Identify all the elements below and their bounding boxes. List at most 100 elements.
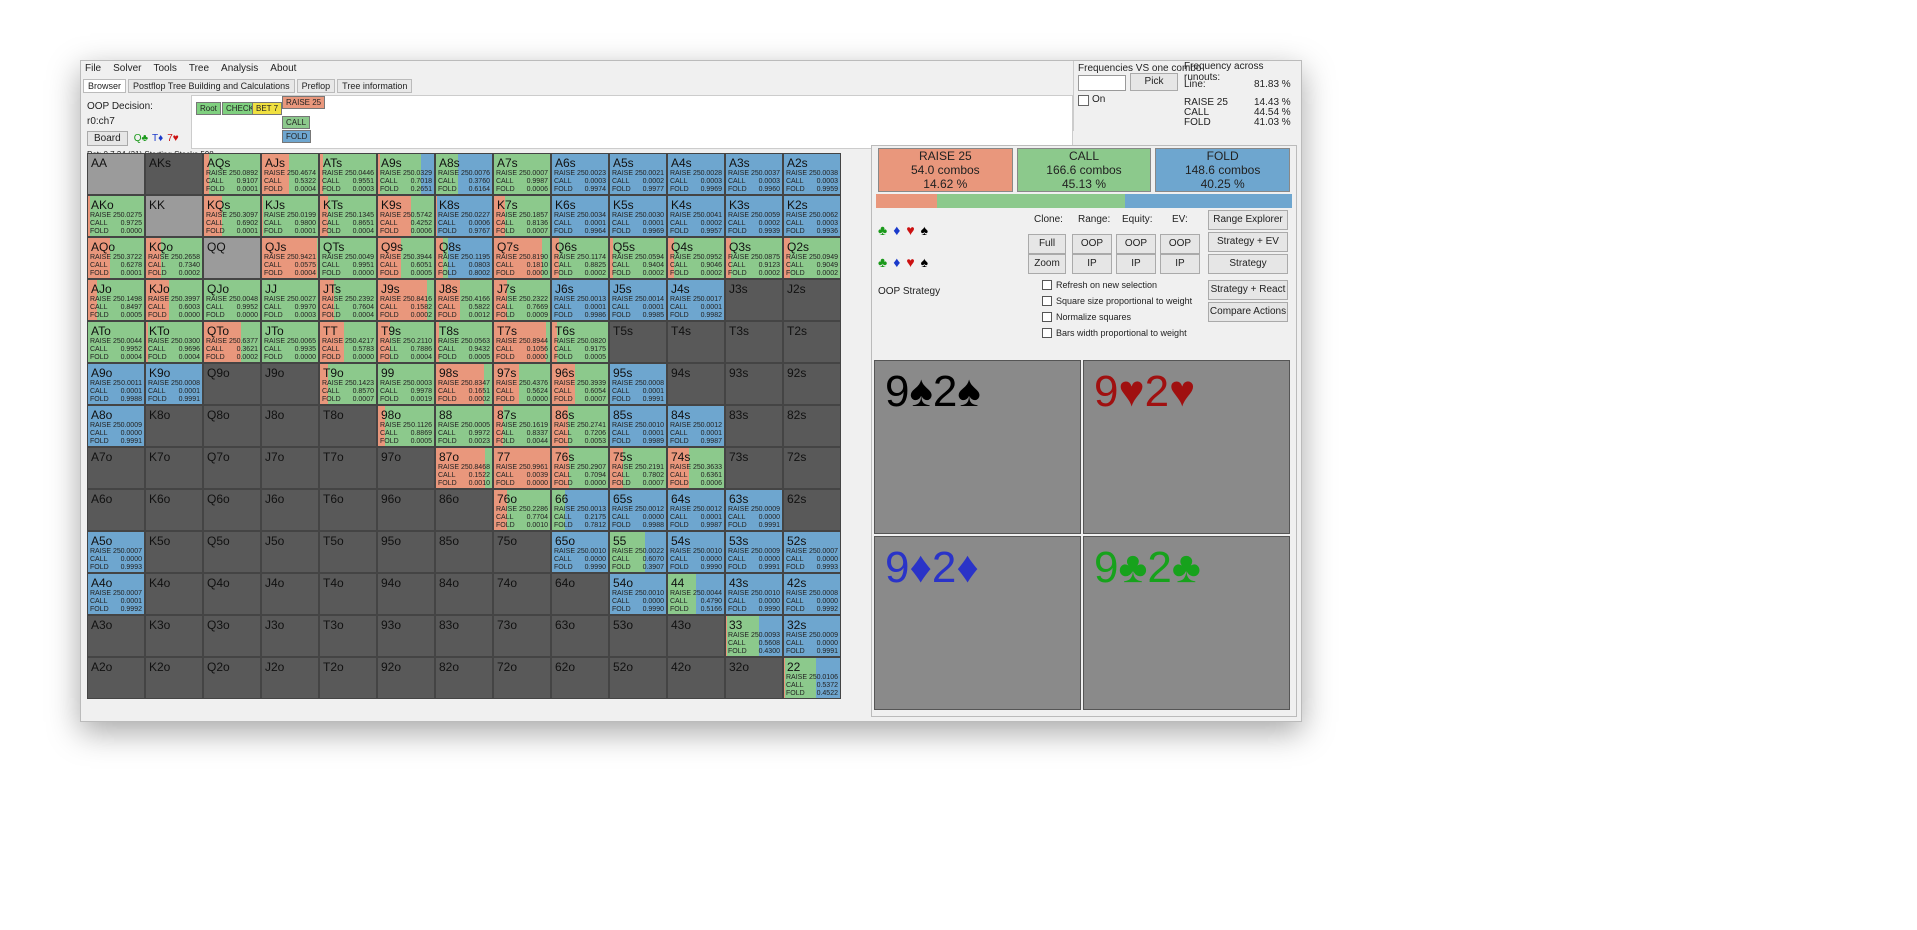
- hand-cell[interactable]: 96o: [377, 489, 435, 531]
- hand-cell[interactable]: RAISE 25 0.0009 CALL 0.0000 FOLD 0.9991 A8o: [87, 405, 145, 447]
- hand-cell[interactable]: 62o: [551, 657, 609, 699]
- hand-cell[interactable]: RAISE 25 0.0011 CALL 0.0001 FOLD 0.9988 A9o: [87, 363, 145, 405]
- hand-cell[interactable]: 63o: [551, 615, 609, 657]
- hand-cell[interactable]: A2o: [87, 657, 145, 699]
- hand-cell[interactable]: J3s: [725, 279, 783, 321]
- hand-cell[interactable]: RAISE 25 0.0010 CALL 0.0000 FOLD 0.9990 65o: [551, 531, 609, 573]
- hand-cell[interactable]: RAISE 25 0.0007 CALL 0.0000 FOLD 0.9993 A5o: [87, 531, 145, 573]
- hand-cell[interactable]: RAISE 25 0.0227 CALL 0.0006 FOLD 0.9767 K8s: [435, 195, 493, 237]
- tab[interactable]: Tree information: [337, 79, 413, 93]
- hand-cell[interactable]: RAISE 25 0.0007 CALL 0.9987 FOLD 0.0006 A7s: [493, 153, 551, 195]
- hand-cell[interactable]: Q2o: [203, 657, 261, 699]
- range-oop[interactable]: OOP: [1072, 234, 1112, 254]
- hand-cell[interactable]: T5o: [319, 531, 377, 573]
- view-button[interactable]: Compare Actions: [1208, 302, 1288, 322]
- suit-toggle[interactable]: ♣: [878, 254, 888, 270]
- tree-node[interactable]: Root: [196, 102, 221, 115]
- hand-cell[interactable]: RAISE 25 0.0044 CALL 0.9952 FOLD 0.0004 ATo: [87, 321, 145, 363]
- hand-cell[interactable]: 92s: [783, 363, 841, 405]
- hand-cell[interactable]: J2s: [783, 279, 841, 321]
- checkbox[interactable]: [1042, 296, 1052, 306]
- hand-cell[interactable]: RAISE 25 0.2322 CALL 0.7669 FOLD 0.0009 J7s: [493, 279, 551, 321]
- hand-cell[interactable]: RAISE 25 0.0009 CALL 0.0000 FOLD 0.9991 32s: [783, 615, 841, 657]
- hand-cell[interactable]: RAISE 25 0.0022 CALL 0.6070 FOLD 0.3907 55: [609, 531, 667, 573]
- hand-cell[interactable]: 53o: [609, 615, 667, 657]
- hand-cell[interactable]: RAISE 25 0.0949 CALL 0.9049 FOLD 0.0002 Q2s: [783, 237, 841, 279]
- hand-cell[interactable]: RAISE 25 0.1619 CALL 0.8337 FOLD 0.0044 87s: [493, 405, 551, 447]
- hand-cell[interactable]: T7o: [319, 447, 377, 489]
- menu-item[interactable]: Tools: [153, 63, 177, 74]
- hand-cell[interactable]: 32o: [725, 657, 783, 699]
- hand-cell[interactable]: 74o: [493, 573, 551, 615]
- hand-cell[interactable]: RAISE 25 0.6377 CALL 0.3621 FOLD 0.0002 QTo: [203, 321, 261, 363]
- view-button[interactable]: Strategy + EV: [1208, 232, 1288, 252]
- hand-cell[interactable]: RAISE 25 0.4674 CALL 0.5322 FOLD 0.0004 AJs: [261, 153, 319, 195]
- equity-ip[interactable]: IP: [1116, 254, 1156, 274]
- hand-cell[interactable]: RAISE 25 0.0062 CALL 0.0003 FOLD 0.9936 K2s: [783, 195, 841, 237]
- hand-cell[interactable]: RAISE 25 0.2658 CALL 0.7340 FOLD 0.0002 KQo: [145, 237, 203, 279]
- hand-cell[interactable]: RAISE 25 0.0034 CALL 0.0001 FOLD 0.9964 K6s: [551, 195, 609, 237]
- hand-cell[interactable]: RAISE 25 0.0007 CALL 0.0000 FOLD 0.9993 52s: [783, 531, 841, 573]
- hand-cell[interactable]: AA: [87, 153, 145, 195]
- suit-toggle[interactable]: ♠: [920, 254, 929, 270]
- hand-cell[interactable]: RAISE 25 0.8468 CALL 0.1522 FOLD 0.0010 87o: [435, 447, 493, 489]
- hand-cell[interactable]: AKs: [145, 153, 203, 195]
- hand-cell[interactable]: A6o: [87, 489, 145, 531]
- hand-cell[interactable]: RAISE 25 0.0041 CALL 0.0002 FOLD 0.9957 K4s: [667, 195, 725, 237]
- hand-cell[interactable]: RAISE 25 0.2907 CALL 0.7094 FOLD 0.0000 76s: [551, 447, 609, 489]
- range-ip[interactable]: IP: [1072, 254, 1112, 274]
- hand-cell[interactable]: RAISE 25 0.8416 CALL 0.1582 FOLD 0.0002 J9s: [377, 279, 435, 321]
- hand-cell[interactable]: RAISE 25 0.3939 CALL 0.6054 FOLD 0.0007 96s: [551, 363, 609, 405]
- view-button[interactable]: Strategy: [1208, 254, 1288, 274]
- hand-cell[interactable]: RAISE 25 0.1498 CALL 0.8497 FOLD 0.0005 AJo: [87, 279, 145, 321]
- hand-cell[interactable]: Q8o: [203, 405, 261, 447]
- hand-cell[interactable]: K6o: [145, 489, 203, 531]
- hand-cell[interactable]: RAISE 25 0.3944 CALL 0.6051 FOLD 0.0005 Q9s: [377, 237, 435, 279]
- hand-cell[interactable]: RAISE 25 0.2392 CALL 0.7604 FOLD 0.0004 JTs: [319, 279, 377, 321]
- hand-cell[interactable]: RAISE 25 0.0008 CALL 0.0001 FOLD 0.9991 95s: [609, 363, 667, 405]
- hand-cell[interactable]: RAISE 25 0.0028 CALL 0.0003 FOLD 0.9969 A4s: [667, 153, 725, 195]
- menu-item[interactable]: Solver: [113, 63, 142, 74]
- checkbox[interactable]: [1042, 328, 1052, 338]
- card-panel[interactable]: 9♥2♥: [1083, 360, 1290, 534]
- hand-cell[interactable]: RAISE 25 0.1423 CALL 0.8570 FOLD 0.0007 T9o: [319, 363, 377, 405]
- hand-cell[interactable]: 83o: [435, 615, 493, 657]
- hand-cell[interactable]: T4s: [667, 321, 725, 363]
- hand-cell[interactable]: J4o: [261, 573, 319, 615]
- hand-cell[interactable]: RAISE 25 0.0076 CALL 0.3760 FOLD 0.6164 A8s: [435, 153, 493, 195]
- hand-cell[interactable]: RAISE 25 0.0008 CALL 0.0001 FOLD 0.9991 K9o: [145, 363, 203, 405]
- menu-item[interactable]: File: [85, 63, 102, 74]
- ev-oop[interactable]: OOP: [1160, 234, 1200, 254]
- hand-cell[interactable]: RAISE 25 0.0820 CALL 0.9175 FOLD 0.0005 T6s: [551, 321, 609, 363]
- hand-cell[interactable]: J5o: [261, 531, 319, 573]
- hand-cell[interactable]: 97o: [377, 447, 435, 489]
- hand-cell[interactable]: QQ: [203, 237, 261, 279]
- hand-cell[interactable]: RAISE 25 0.0030 CALL 0.0001 FOLD 0.9969 K5s: [609, 195, 667, 237]
- hand-cell[interactable]: RAISE 25 0.3722 CALL 0.6278 FOLD 0.0001 AQo: [87, 237, 145, 279]
- hand-cell[interactable]: RAISE 25 0.0275 CALL 0.9725 FOLD 0.0000 AKo: [87, 195, 145, 237]
- tree-node[interactable]: BET 7: [252, 102, 283, 115]
- menu-item[interactable]: About: [270, 63, 297, 74]
- hand-cell[interactable]: A3o: [87, 615, 145, 657]
- hand-cell[interactable]: 72o: [493, 657, 551, 699]
- hand-cell[interactable]: 83s: [725, 405, 783, 447]
- hand-cell[interactable]: RAISE 25 0.0010 CALL 0.0000 FOLD 0.9990 54s: [667, 531, 725, 573]
- hand-cell[interactable]: 72s: [783, 447, 841, 489]
- hand-cell[interactable]: Q3o: [203, 615, 261, 657]
- hand-cell[interactable]: 85o: [435, 531, 493, 573]
- hand-cell[interactable]: 93s: [725, 363, 783, 405]
- hand-cell[interactable]: Q9o: [203, 363, 261, 405]
- hand-cell[interactable]: RAISE 25 0.0093 CALL 0.5608 FOLD 0.4300 33: [725, 615, 783, 657]
- hand-cell[interactable]: T2o: [319, 657, 377, 699]
- hand-cell[interactable]: RAISE 25 0.0563 CALL 0.9432 FOLD 0.0005 T8s: [435, 321, 493, 363]
- hand-cell[interactable]: RAISE 25 0.2286 CALL 0.7704 FOLD 0.0010 76o: [493, 489, 551, 531]
- hand-cell[interactable]: J9o: [261, 363, 319, 405]
- hand-cell[interactable]: 75o: [493, 531, 551, 573]
- hand-cell[interactable]: RAISE 25 0.0009 CALL 0.0000 FOLD 0.9991 63s: [725, 489, 783, 531]
- hand-cell[interactable]: RAISE 25 0.0007 CALL 0.0001 FOLD 0.9992 A4o: [87, 573, 145, 615]
- hand-cell[interactable]: RAISE 25 0.0329 CALL 0.7018 FOLD 0.2651 A9s: [377, 153, 435, 195]
- hand-cell[interactable]: K5o: [145, 531, 203, 573]
- zoom-button[interactable]: Zoom: [1028, 254, 1066, 274]
- hand-cell[interactable]: RAISE 25 0.0021 CALL 0.0002 FOLD 0.9977 A5s: [609, 153, 667, 195]
- hand-cell[interactable]: RAISE 25 0.0010 CALL 0.0000 FOLD 0.9990 54o: [609, 573, 667, 615]
